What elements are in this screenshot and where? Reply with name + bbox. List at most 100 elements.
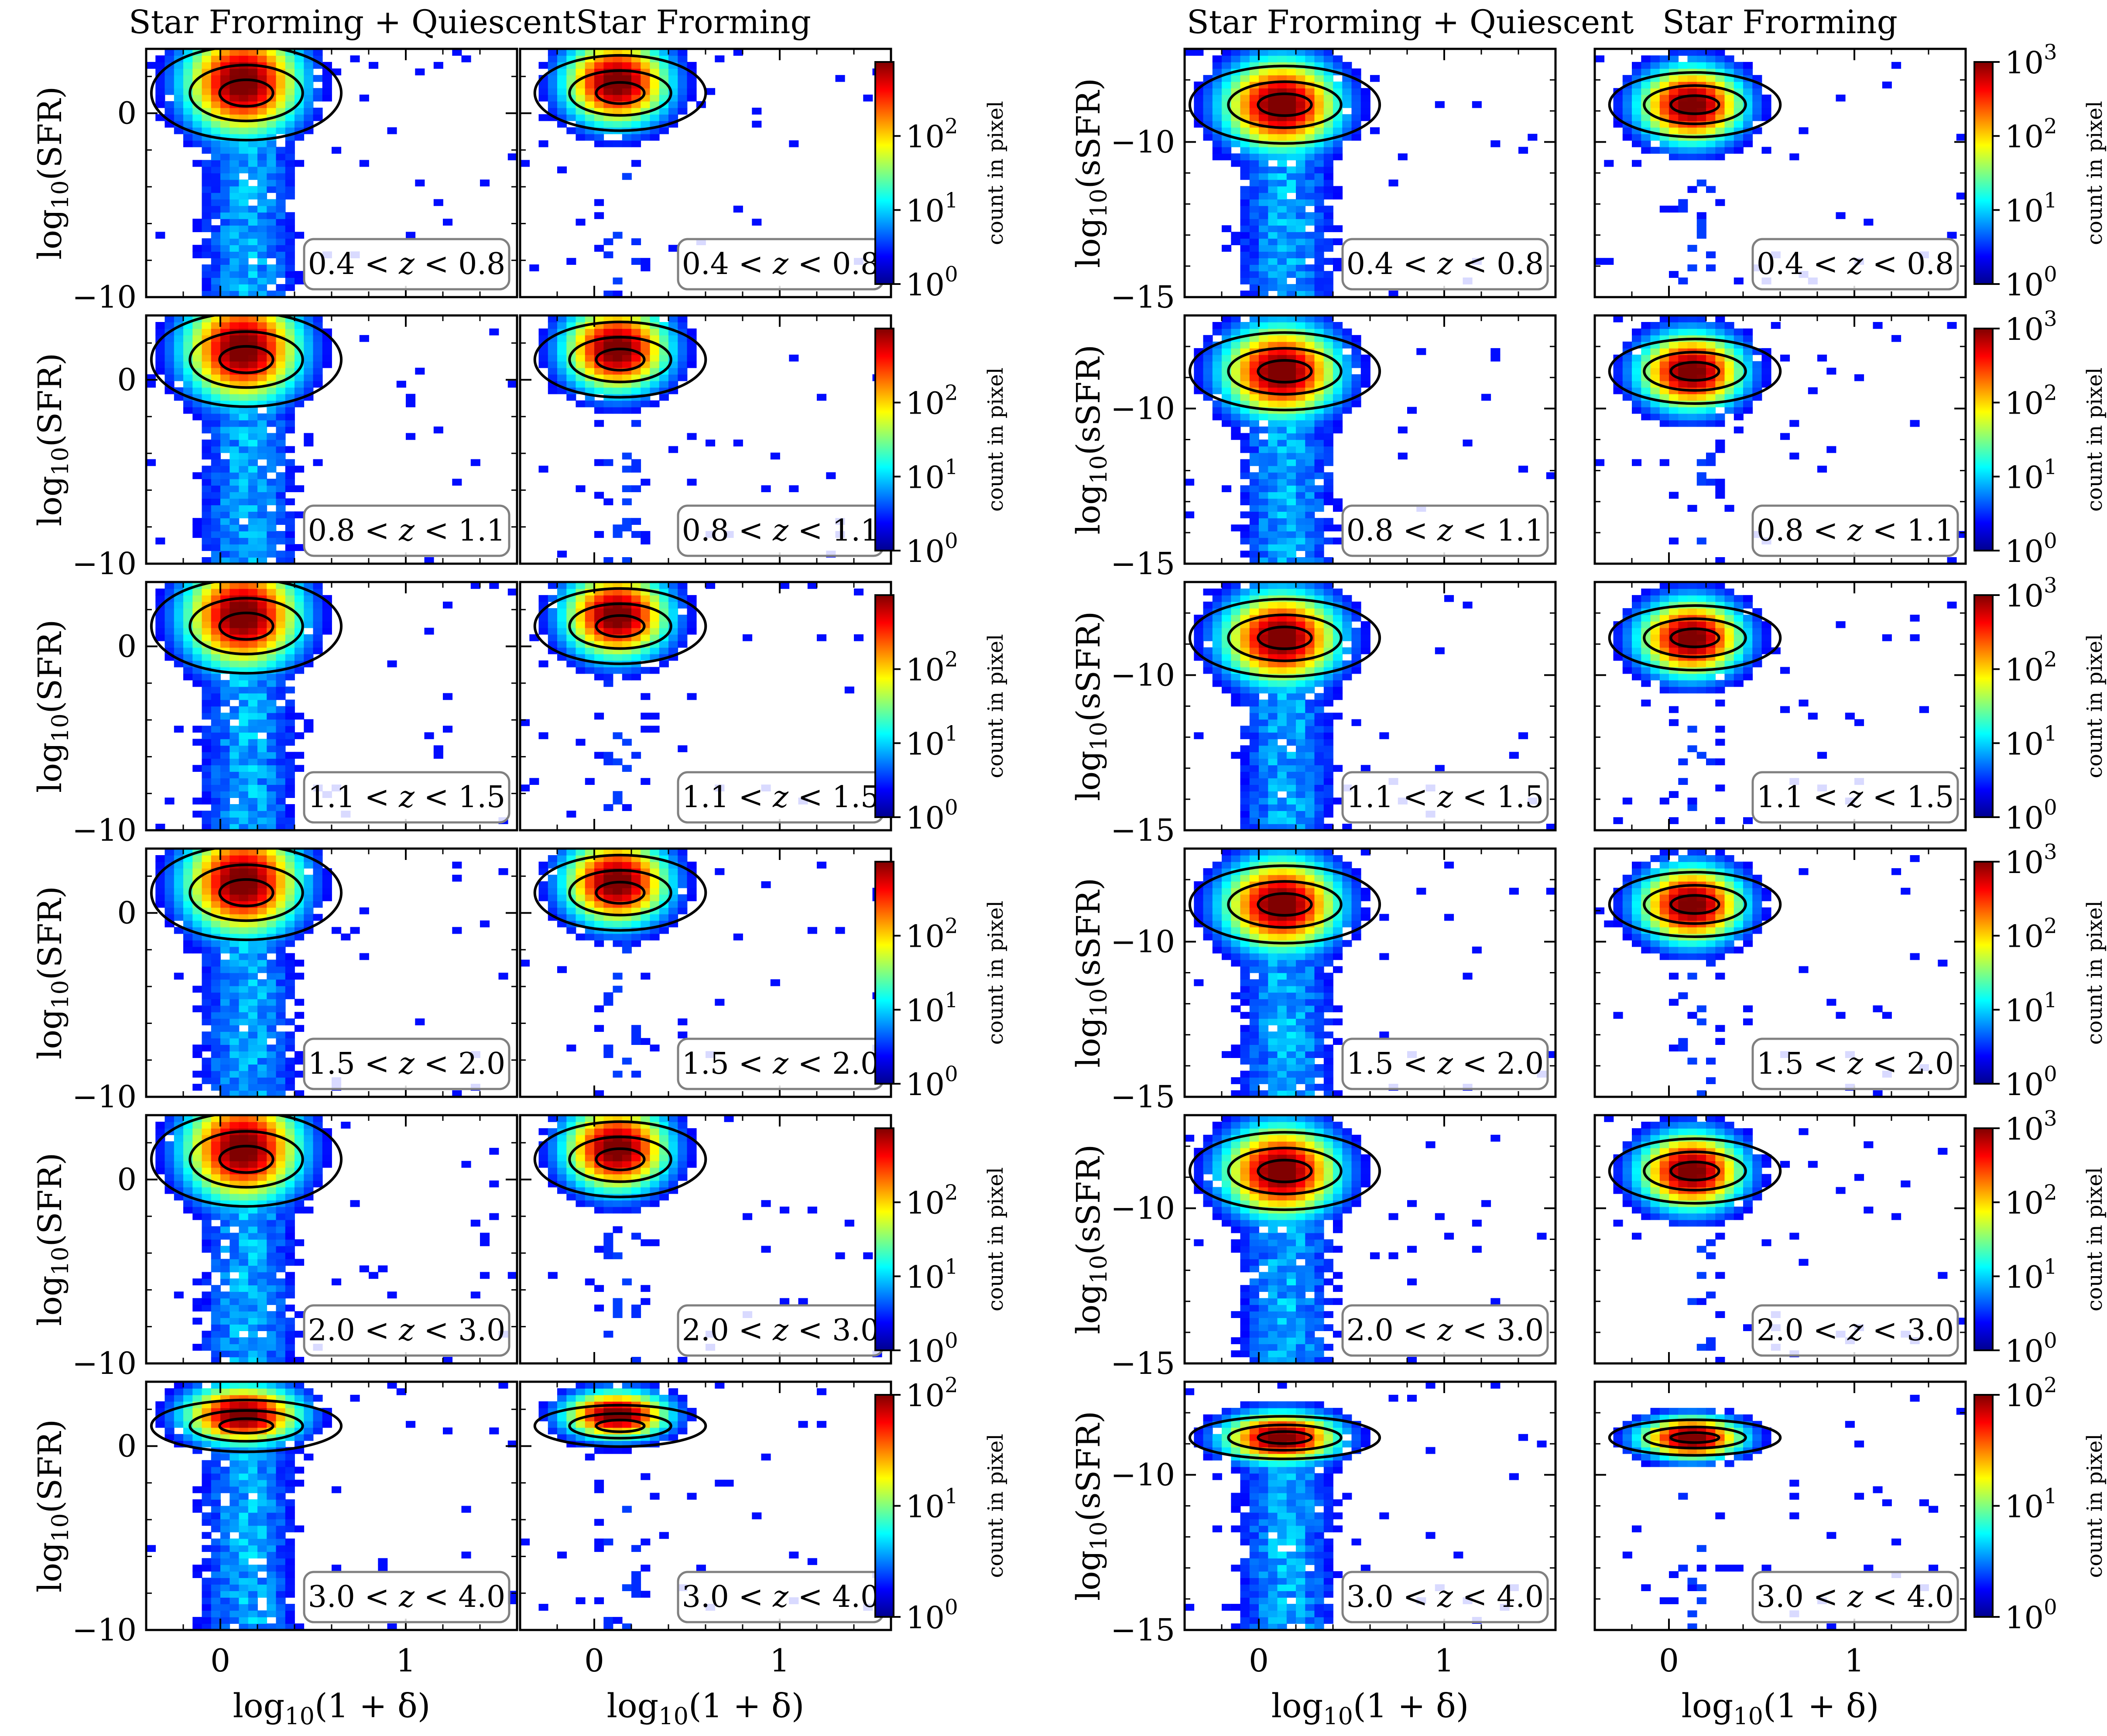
heatmap-cell xyxy=(678,601,688,609)
heatmap-cell xyxy=(211,472,221,479)
heatmap-cell xyxy=(313,380,323,388)
heatmap-cell xyxy=(1268,225,1278,233)
heatmap-cell xyxy=(1687,127,1697,134)
heatmap-cell xyxy=(1314,745,1324,753)
heatmap-cell xyxy=(248,166,258,174)
heatmap-cell xyxy=(248,557,258,564)
heatmap-cell xyxy=(1314,238,1324,245)
heatmap-cell xyxy=(1277,778,1287,785)
heatmap-cell xyxy=(276,686,286,694)
heatmap-cell xyxy=(248,752,258,759)
heatmap-cell xyxy=(1296,758,1306,766)
colorbar-tick-base: 10 xyxy=(906,267,945,303)
heatmap-cell xyxy=(211,804,221,811)
heatmap-cell xyxy=(1240,361,1250,368)
heatmap-cell xyxy=(1277,640,1287,648)
heatmap-cell xyxy=(538,88,548,95)
heatmap-cell xyxy=(248,88,258,95)
heatmap-cell xyxy=(1249,824,1259,830)
heatmap-cell xyxy=(192,88,202,95)
heatmap-cell xyxy=(1351,667,1361,674)
heatmap-cell xyxy=(257,232,267,239)
heatmap-cell xyxy=(304,726,314,733)
heatmap-cell xyxy=(285,673,295,681)
heatmap-cell xyxy=(1286,627,1296,635)
heatmap-cell xyxy=(631,485,641,493)
heatmap-cell xyxy=(1286,251,1296,258)
heatmap-cell xyxy=(576,348,586,355)
heatmap-cell xyxy=(433,199,443,206)
heatmap-cell xyxy=(1678,147,1688,154)
heatmap-cell xyxy=(1314,258,1324,265)
heatmap-cell xyxy=(1659,394,1669,401)
heatmap-cell xyxy=(230,88,240,95)
heatmap-cell xyxy=(304,120,314,128)
heatmap-cell xyxy=(622,667,632,674)
heatmap-cell xyxy=(239,640,249,648)
heatmap-cell xyxy=(248,804,258,811)
heatmap-cell xyxy=(1240,433,1250,440)
heatmap-cell xyxy=(1659,348,1669,355)
heatmap-cell xyxy=(622,400,632,407)
heatmap-cell xyxy=(276,205,286,213)
heatmap-cell xyxy=(1212,68,1222,75)
heatmap-cell xyxy=(1314,693,1324,700)
heatmap-cell xyxy=(202,264,212,271)
heatmap-cell xyxy=(1231,160,1241,167)
heatmap-cell xyxy=(230,712,240,720)
heatmap-cell xyxy=(1715,55,1725,62)
heatmap-cell xyxy=(174,640,184,648)
heatmap-cell xyxy=(1286,374,1296,381)
heatmap-cell xyxy=(1231,153,1241,161)
heatmap-cell xyxy=(1222,621,1232,628)
heatmap-cell xyxy=(520,784,530,791)
heatmap-cell xyxy=(285,114,295,121)
heatmap-cell xyxy=(267,147,277,154)
heatmap-cell xyxy=(267,634,277,641)
heatmap-cell xyxy=(1268,524,1278,531)
heatmap-cell xyxy=(239,49,249,56)
heatmap-cell xyxy=(1305,551,1315,558)
heatmap-cell xyxy=(566,811,576,818)
heatmap-cell xyxy=(1286,205,1296,213)
heatmap-cell xyxy=(248,531,258,538)
heatmap-cell xyxy=(239,719,249,726)
heatmap-cell xyxy=(1268,147,1278,154)
heatmap-cell xyxy=(211,745,221,753)
heatmap-cell xyxy=(202,94,212,102)
heatmap-cell xyxy=(239,205,249,213)
heatmap-cell xyxy=(789,485,799,493)
heatmap-cell xyxy=(622,621,632,628)
heatmap-cell xyxy=(211,394,221,401)
heatmap-cell xyxy=(1277,439,1287,447)
heatmap-cell xyxy=(313,634,323,641)
heatmap-cell xyxy=(1249,238,1259,245)
heatmap-cell xyxy=(211,127,221,134)
heatmap-cell xyxy=(1222,387,1232,394)
heatmap-cell xyxy=(276,627,286,635)
heatmap-cell xyxy=(1687,315,1697,322)
colorbar-gradient xyxy=(875,329,894,551)
heatmap-cell xyxy=(613,595,623,602)
heatmap-cell xyxy=(1296,75,1306,82)
heatmap-cell xyxy=(1296,433,1306,440)
heatmap-cell xyxy=(276,459,286,466)
heatmap-cell xyxy=(276,479,286,486)
heatmap-cell xyxy=(622,140,632,147)
heatmap-cell xyxy=(1249,551,1259,558)
heatmap-cell xyxy=(155,621,165,628)
heatmap-cell xyxy=(202,271,212,278)
heatmap-cell xyxy=(248,511,258,518)
heatmap-cell xyxy=(1595,55,1605,62)
heatmap-cell xyxy=(1277,374,1287,381)
heatmap-cell xyxy=(1333,55,1343,62)
colorbar-tick-exp: 1 xyxy=(2044,188,2057,212)
heatmap-cell xyxy=(1323,341,1333,349)
heatmap-cell xyxy=(1268,322,1278,329)
heatmap-cell xyxy=(257,55,267,62)
heatmap-cell xyxy=(1296,205,1306,213)
heatmap-cell xyxy=(1435,101,1445,108)
heatmap-cell xyxy=(248,739,258,746)
heatmap-cell xyxy=(1305,680,1315,687)
heatmap-cell xyxy=(1305,712,1315,720)
